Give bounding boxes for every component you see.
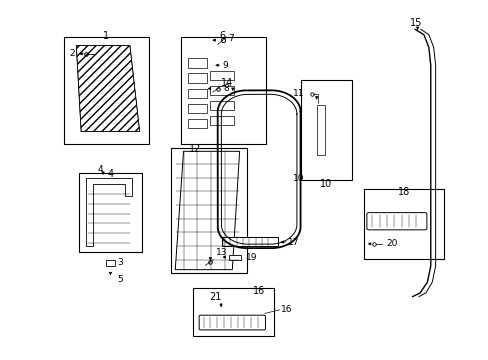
Bar <box>79 173 142 252</box>
Text: 21: 21 <box>209 292 221 302</box>
Text: 5: 5 <box>118 275 123 284</box>
Bar <box>363 189 444 259</box>
FancyBboxPatch shape <box>199 315 265 330</box>
Bar <box>171 148 246 273</box>
Text: 16: 16 <box>252 286 264 296</box>
Text: 16: 16 <box>281 305 292 314</box>
Text: 15: 15 <box>409 18 422 28</box>
Text: 10: 10 <box>292 175 304 184</box>
Bar <box>210 101 233 111</box>
Text: 10: 10 <box>320 179 332 189</box>
Text: 2: 2 <box>69 49 75 58</box>
Bar <box>210 86 233 95</box>
Text: 20: 20 <box>385 239 396 248</box>
Text: 8: 8 <box>223 84 229 93</box>
Text: 18: 18 <box>398 187 410 197</box>
Text: 4: 4 <box>97 165 102 174</box>
FancyBboxPatch shape <box>366 213 426 230</box>
Bar <box>210 71 233 80</box>
Polygon shape <box>86 178 132 246</box>
Bar <box>188 119 206 128</box>
Text: 13: 13 <box>216 248 227 257</box>
Bar <box>188 73 206 83</box>
Text: 14: 14 <box>221 78 233 88</box>
Text: 11: 11 <box>292 89 304 98</box>
Bar <box>228 255 241 260</box>
Bar <box>188 58 206 68</box>
Bar <box>193 288 273 336</box>
Text: 3: 3 <box>118 258 123 267</box>
Bar <box>316 105 325 155</box>
Text: 7: 7 <box>228 34 234 43</box>
Text: 4: 4 <box>107 169 113 179</box>
Text: 17: 17 <box>288 238 299 247</box>
Text: 6: 6 <box>219 31 225 41</box>
Text: 9: 9 <box>222 61 228 70</box>
Bar <box>188 104 206 113</box>
Bar <box>105 260 115 266</box>
Text: 12: 12 <box>188 144 201 154</box>
Bar <box>300 80 351 180</box>
Bar <box>188 89 206 98</box>
Bar <box>64 37 149 144</box>
FancyBboxPatch shape <box>221 237 277 246</box>
Polygon shape <box>175 151 239 270</box>
Text: 1: 1 <box>102 31 108 41</box>
Bar <box>181 37 266 144</box>
Text: 19: 19 <box>245 253 257 262</box>
Bar <box>210 116 233 126</box>
